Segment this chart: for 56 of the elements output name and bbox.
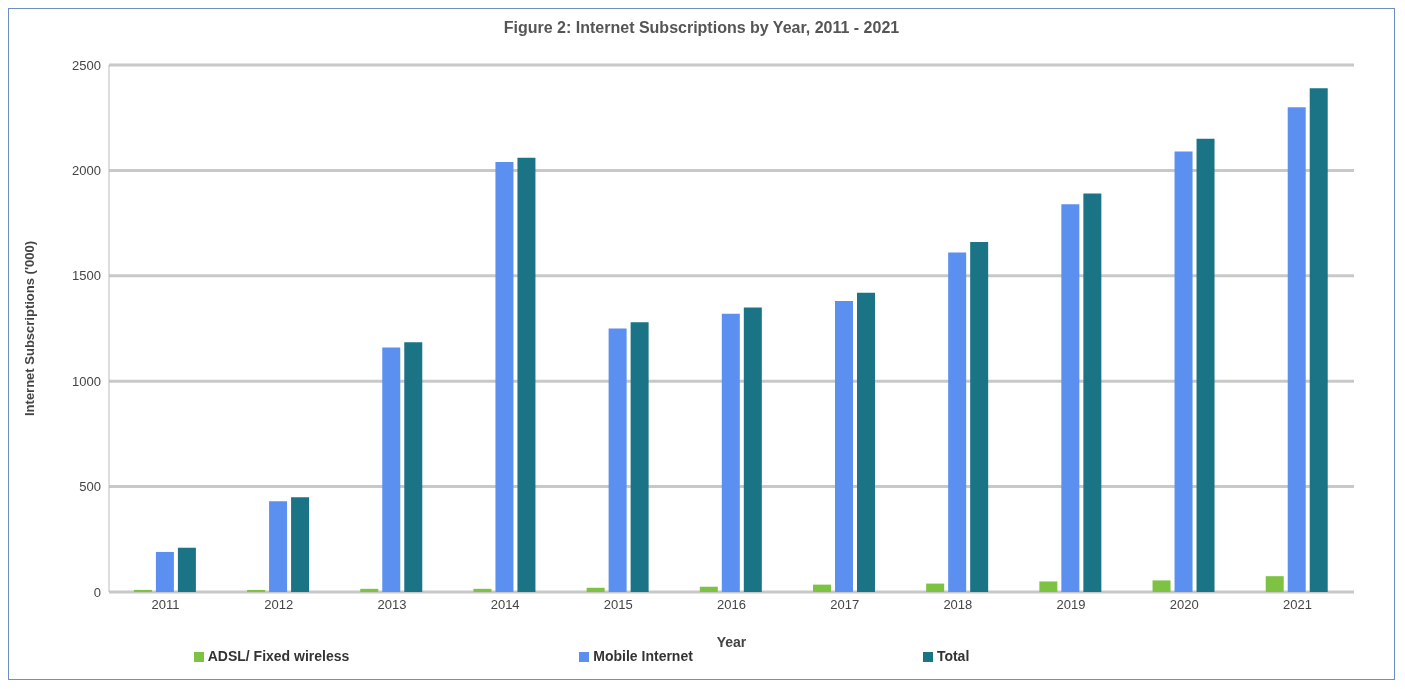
bar — [834, 301, 853, 592]
x-tick-label: 2017 — [830, 597, 860, 613]
bar — [630, 322, 649, 592]
bar — [133, 589, 152, 592]
x-tick-label: 2021 — [1282, 597, 1312, 613]
y-tick-label: 1500 — [72, 268, 101, 284]
bar — [1152, 580, 1171, 592]
bar — [382, 347, 401, 592]
x-axis-title: Year — [716, 634, 747, 650]
bar — [1265, 576, 1284, 592]
bar — [812, 584, 831, 592]
bar — [291, 497, 310, 592]
bar — [473, 588, 492, 592]
x-tick-label: 2018 — [943, 597, 973, 613]
bar — [1196, 138, 1215, 592]
bar — [1061, 204, 1080, 592]
y-tick-label: 1000 — [72, 373, 101, 389]
bar — [721, 313, 740, 592]
x-tick-label: 2016 — [717, 597, 746, 613]
x-tick-label: 2013 — [377, 597, 407, 613]
y-tick-label: 500 — [79, 479, 101, 495]
x-tick-label: 2014 — [490, 597, 520, 613]
y-axis-title: Internet Subscriptions ('000) — [21, 240, 37, 417]
legend-label: Total — [936, 648, 970, 664]
y-tick-label: 2500 — [72, 57, 101, 73]
bar — [699, 586, 718, 592]
bar — [1287, 107, 1306, 592]
x-tick-label: 2011 — [151, 597, 180, 613]
bar — [970, 242, 989, 592]
x-tick-label: 2012 — [264, 597, 294, 613]
bar — [177, 547, 196, 592]
x-tick-label: 2019 — [1056, 597, 1086, 613]
x-tick-label: 2020 — [1169, 597, 1199, 613]
x-tick-label: 2015 — [603, 597, 633, 613]
chart-title: Figure 2: Internet Subscriptions by Year, 2011 - 2021 — [502, 18, 901, 38]
legend-label: ADSL/ Fixed wireless — [207, 648, 350, 664]
bar — [1039, 581, 1058, 592]
bar — [404, 342, 423, 592]
bar — [1083, 193, 1102, 592]
bar — [1174, 151, 1193, 592]
bar — [856, 292, 875, 592]
y-tick-label: 2000 — [72, 163, 101, 179]
bar — [1309, 88, 1328, 592]
bar — [269, 501, 288, 592]
bar — [948, 252, 967, 592]
bar — [743, 307, 762, 592]
legend-label: Mobile Internet — [593, 648, 693, 664]
bar — [586, 587, 605, 592]
bar — [495, 161, 514, 592]
bar — [608, 328, 627, 592]
y-tick-label: 0 — [93, 584, 101, 600]
bar — [360, 588, 379, 592]
bar — [155, 551, 174, 592]
bar — [517, 157, 536, 592]
bar — [926, 583, 945, 592]
bar — [247, 589, 266, 592]
